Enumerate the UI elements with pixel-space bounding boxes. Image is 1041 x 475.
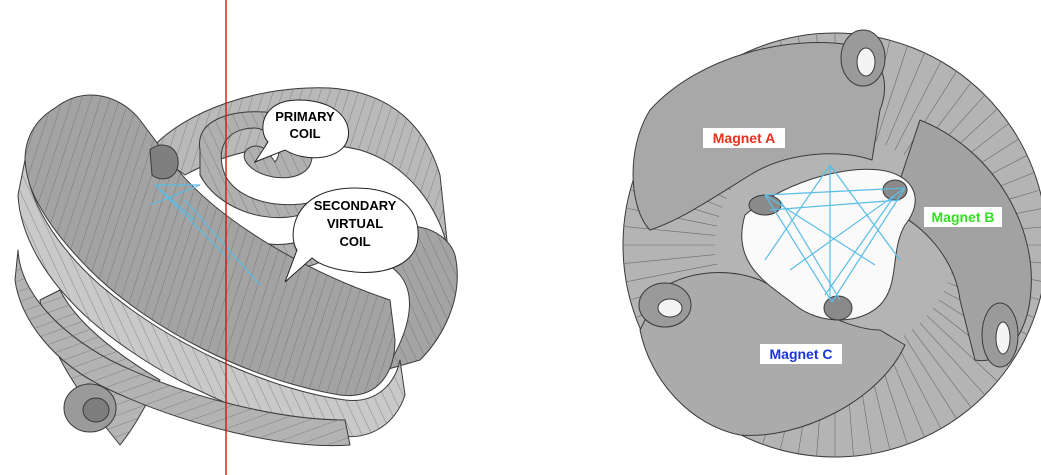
left-field-lines — [149, 184, 261, 286]
primary-coil-label-line2: COIL — [289, 126, 320, 141]
torus-segment-line — [894, 340, 941, 428]
torus-segment-line — [885, 53, 925, 146]
left-coil-assembly: PRIMARY COIL SECONDARY VIRTUAL COIL — [14, 0, 458, 475]
tube-caps — [638, 29, 1019, 368]
torus-segment-line — [875, 46, 908, 142]
magnet-b-label: Magnet B — [932, 209, 995, 225]
torus-segment-line — [624, 226, 716, 236]
secondary-coil-label-line3: COIL — [339, 234, 370, 249]
right-field-lines — [764, 164, 906, 303]
torus-segment-line — [894, 62, 941, 150]
primary-coil-label-line1: PRIMARY — [275, 109, 335, 124]
central-opening — [741, 168, 916, 321]
primary-coil-callout: PRIMARY COIL — [253, 99, 349, 164]
torus-segment-line — [919, 322, 985, 395]
torus-segment-line — [911, 329, 971, 407]
torus-segment-line — [627, 263, 717, 282]
magnet-b-tag: Magnet B — [924, 207, 1002, 227]
magnet-a-tag: Magnet A — [703, 128, 785, 148]
torus-segment-line — [903, 334, 957, 419]
secondary-coil-label-line2: VIRTUAL — [327, 216, 383, 231]
secondary-coil-lobe — [149, 144, 179, 180]
magnet-a-label: Magnet A — [713, 130, 775, 146]
magnet-c-tag: Magnet C — [760, 344, 842, 364]
secondary-coil-label-line1: SECONDARY — [314, 198, 397, 213]
magnet-c-label: Magnet C — [770, 346, 833, 362]
torus-segment-line — [624, 254, 716, 264]
right-coil-assembly — [622, 29, 1041, 458]
secondary-coil-callout: SECONDARY VIRTUAL COIL — [284, 187, 419, 283]
torus-segment-line — [926, 315, 997, 381]
